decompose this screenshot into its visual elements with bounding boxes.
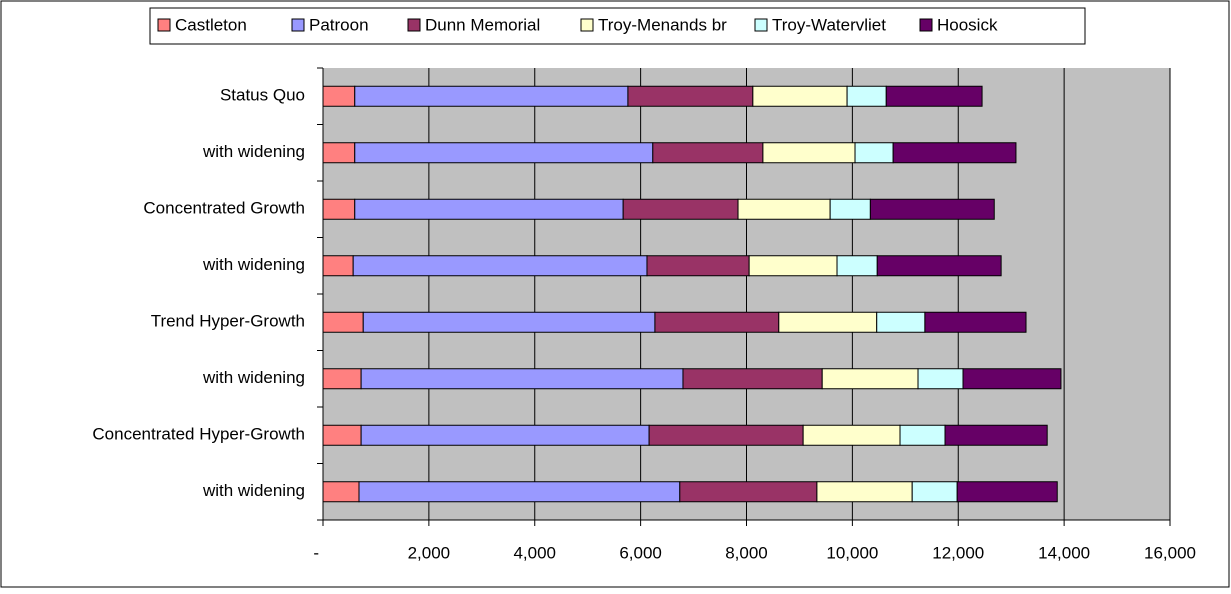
x-tick-label: 8,000 (725, 543, 768, 562)
y-tick-label: Concentrated Hyper-Growth (92, 425, 305, 444)
bar-segment (627, 85, 754, 107)
bar-segment (322, 85, 356, 107)
bar-segment (652, 142, 764, 164)
bar-segment (876, 255, 1002, 277)
bar-segment (829, 198, 871, 220)
bar-segment (362, 311, 656, 333)
bar-segment (899, 424, 946, 446)
x-tick-label: 2,000 (408, 543, 451, 562)
bar-segment (885, 85, 983, 107)
bar-segment (816, 481, 913, 503)
legend-swatch (580, 18, 594, 32)
bar-segment (654, 311, 780, 333)
x-tick-label: 10,000 (826, 543, 878, 562)
bar-segment (802, 424, 901, 446)
bar-segment (358, 481, 681, 503)
bar-segment (836, 255, 878, 277)
legend-swatch (157, 18, 171, 32)
bar-segment (322, 142, 356, 164)
bar-segment (648, 424, 804, 446)
y-tick-label: Status Quo (220, 86, 305, 105)
bar-segment (778, 311, 878, 333)
bar-segment (762, 142, 856, 164)
bar-segment (962, 368, 1062, 390)
legend-swatch (919, 18, 933, 32)
bar-segment (869, 198, 995, 220)
bar-segment (322, 424, 362, 446)
legend-label: Troy-Menands br (598, 15, 727, 34)
legend-label: Hoosick (937, 15, 998, 34)
bar-segment (748, 255, 838, 277)
legend-label: Troy-Watervliet (772, 15, 886, 34)
x-tick-label: - (313, 543, 319, 562)
y-tick-label: Trend Hyper-Growth (151, 312, 305, 331)
bar-segment (622, 198, 739, 220)
bar-segment (352, 255, 648, 277)
bar-segment (354, 142, 654, 164)
bar-segment (354, 85, 629, 107)
x-tick-label: 16,000 (1144, 543, 1196, 562)
bar-segment (679, 481, 818, 503)
y-tick-label: with widening (202, 481, 305, 500)
legend-swatch (754, 18, 768, 32)
bar-segment (322, 481, 360, 503)
bar-segment (737, 198, 831, 220)
y-tick-label: with widening (202, 142, 305, 161)
bar-segment (322, 368, 362, 390)
legend-label: Castleton (175, 15, 247, 34)
x-tick-label: 14,000 (1038, 543, 1090, 562)
bar-segment (752, 85, 848, 107)
bar-segment (322, 255, 354, 277)
bar-segment (924, 311, 1027, 333)
bar-segment (360, 424, 650, 446)
bar-segment (360, 368, 684, 390)
y-tick-label: with widening (202, 368, 305, 387)
bar-segment (892, 142, 1017, 164)
bar-segment (821, 368, 919, 390)
bar-segment (854, 142, 894, 164)
x-tick-label: 12,000 (932, 543, 984, 562)
bar-segment (846, 85, 887, 107)
bar-segment (322, 198, 356, 220)
bar-segment (322, 311, 364, 333)
bar-segment (917, 368, 964, 390)
legend-swatch (291, 18, 305, 32)
bar-segment (682, 368, 823, 390)
legend-label: Patroon (309, 15, 369, 34)
y-tick-label: Concentrated Growth (143, 199, 305, 218)
x-tick-label: 4,000 (513, 543, 556, 562)
legend-swatch (407, 18, 421, 32)
bar-segment (956, 481, 1058, 503)
bar-segment (646, 255, 750, 277)
x-tick-label: 6,000 (619, 543, 662, 562)
bar-segment (354, 198, 624, 220)
bar-segment (911, 481, 958, 503)
legend-label: Dunn Memorial (425, 15, 540, 34)
bar-segment (944, 424, 1048, 446)
bar-segment (876, 311, 926, 333)
y-tick-label: with widening (202, 255, 305, 274)
